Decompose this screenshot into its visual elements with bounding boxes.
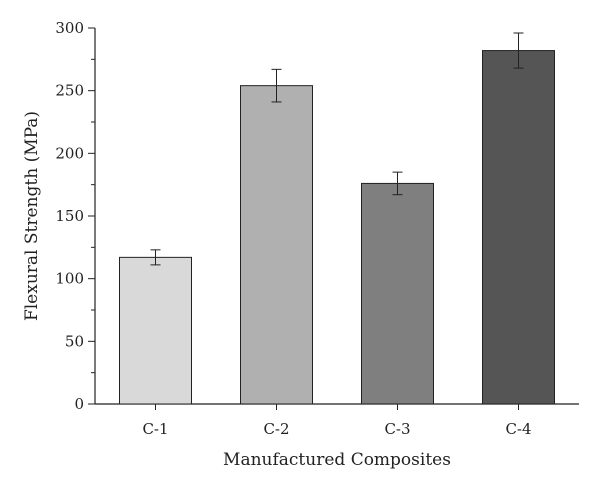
bar-c-2: [240, 85, 313, 405]
y-axis-title: Flexural Strength (MPa): [22, 111, 42, 321]
bar-c-1: [119, 256, 192, 405]
plot-area: 0 50 100 150 200 250 300 C-1 C-2 C-3 C-4: [55, 19, 579, 438]
x-axis-title: Manufactured Composites: [223, 450, 451, 470]
y-tick-label: 0: [74, 395, 84, 413]
y-tick-label: 250: [55, 82, 84, 100]
bar-c-4: [482, 50, 555, 405]
x-tick-label: C-2: [263, 420, 289, 438]
x-tick-label: C-3: [384, 420, 410, 438]
y-tick-label: 50: [65, 332, 84, 350]
y-tick-label: 300: [55, 19, 84, 37]
y-tick-label: 150: [55, 207, 84, 225]
x-tick-label: C-4: [505, 420, 531, 438]
bar-c-3: [361, 182, 434, 405]
y-tick-label: 200: [55, 144, 84, 162]
x-tick-label: C-1: [142, 420, 168, 438]
y-tick-label: 100: [55, 270, 84, 288]
